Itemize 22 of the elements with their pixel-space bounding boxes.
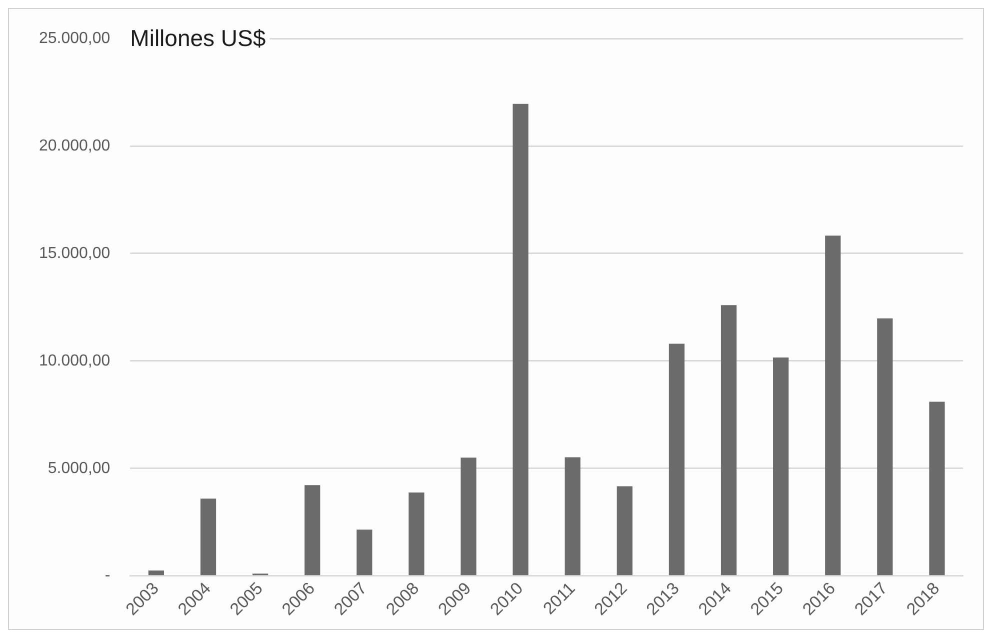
y-tick-label: 5.000,00 [48, 460, 110, 477]
bar [825, 236, 841, 576]
bar [512, 104, 528, 576]
y-tick-label: 25.000,00 [38, 30, 110, 48]
bar [564, 457, 580, 576]
bar [304, 485, 320, 576]
y-axis-title: Millones US$ [130, 24, 266, 51]
bar [356, 530, 372, 576]
y-tick-label: 15.000,00 [38, 244, 110, 262]
bar [773, 358, 789, 576]
bar [616, 486, 632, 576]
bar [408, 492, 424, 576]
bar [720, 305, 737, 576]
bar [200, 498, 216, 576]
y-tick-label: 10.000,00 [38, 352, 110, 370]
bar [668, 344, 685, 576]
bar [929, 402, 945, 576]
y-tick-label: - [104, 567, 110, 584]
bar [460, 458, 476, 576]
bar [148, 570, 164, 576]
bar [877, 318, 893, 576]
y-tick-label: 20.000,00 [38, 137, 110, 154]
